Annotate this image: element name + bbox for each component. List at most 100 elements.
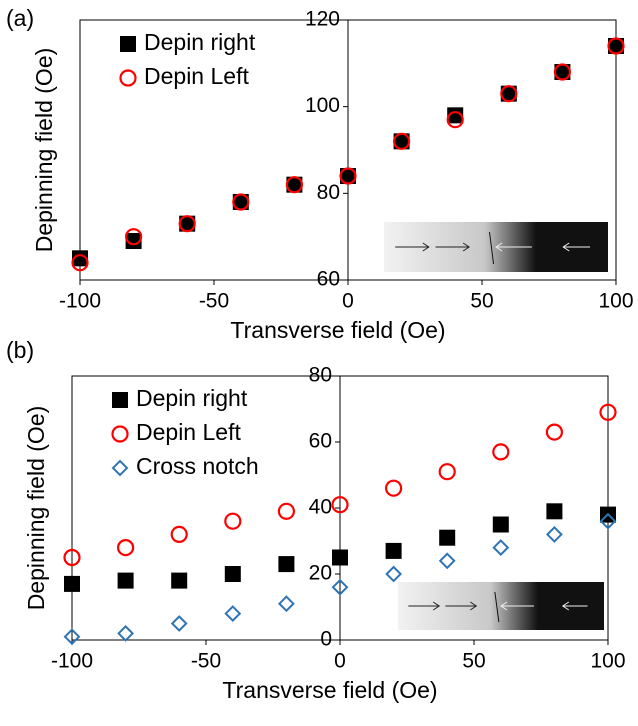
panel-label: (b) xyxy=(6,337,34,363)
panel-label: (a) xyxy=(6,5,34,31)
marker-diamond xyxy=(545,525,563,543)
marker-square xyxy=(492,516,509,533)
x-axis-label: Transverse field (Oe) xyxy=(222,677,437,703)
marker-circle xyxy=(553,63,572,81)
x-tick-label: -100 xyxy=(51,650,93,673)
marker-square xyxy=(125,233,142,249)
legend-label: Depin Left xyxy=(136,419,241,445)
marker-diamond xyxy=(224,605,242,623)
marker-square xyxy=(546,503,563,520)
marker-circle xyxy=(339,167,357,185)
marker-square xyxy=(117,572,134,589)
marker-circle xyxy=(232,193,250,211)
marker-square xyxy=(171,572,188,589)
x-tick-label: 50 xyxy=(470,290,493,313)
marker-circle xyxy=(285,176,303,194)
marker-square xyxy=(439,529,456,546)
inset-arrowhead xyxy=(470,601,478,611)
marker-circle xyxy=(545,423,564,441)
marker-square xyxy=(286,176,303,193)
marker-diamond xyxy=(63,628,81,646)
inset-arrowhead xyxy=(432,601,441,611)
x-tick-label: 100 xyxy=(590,650,625,673)
marker-square xyxy=(393,133,410,150)
marker-circle xyxy=(71,254,89,272)
marker-circle xyxy=(111,425,129,443)
marker-square xyxy=(385,542,402,559)
y-tick-label: 80 xyxy=(309,364,332,387)
marker-square xyxy=(72,250,88,267)
marker-circle xyxy=(385,479,403,497)
marker-circle xyxy=(178,215,196,233)
x-tick-label: 100 xyxy=(598,290,633,313)
x-tick-label: -50 xyxy=(191,650,221,673)
inset-arrow xyxy=(489,231,495,265)
y-tick-label: 20 xyxy=(309,562,332,585)
inset-arrow xyxy=(494,591,500,623)
y-axis-label: Depinning field (Oe) xyxy=(31,48,57,253)
x-tick-label: -50 xyxy=(199,290,229,313)
y-tick-label: 120 xyxy=(305,8,340,31)
marker-diamond xyxy=(385,565,403,583)
marker-circle xyxy=(63,548,81,567)
marker-square xyxy=(332,549,348,566)
legend-label: Depin right xyxy=(144,29,256,55)
y-tick-label: 0 xyxy=(320,628,332,651)
y-tick-label: 40 xyxy=(309,496,332,519)
x-tick-label: 0 xyxy=(334,650,346,673)
legend-label: Cross notch xyxy=(136,453,259,479)
legend-label: Depin right xyxy=(136,385,248,411)
marker-square xyxy=(278,556,295,573)
marker-square xyxy=(120,36,136,52)
marker-diamond xyxy=(277,595,295,613)
y-tick-label: 60 xyxy=(317,268,340,291)
marker-circle xyxy=(331,496,349,514)
marker-diamond xyxy=(111,459,129,477)
marker-square xyxy=(554,64,571,80)
marker-circle xyxy=(119,69,137,87)
marker-circle xyxy=(224,512,242,530)
x-tick-label: 0 xyxy=(342,290,354,313)
marker-circle xyxy=(393,132,411,150)
y-axis-label: Depinning field (Oe) xyxy=(23,406,49,611)
marker-circle xyxy=(277,502,295,520)
marker-circle xyxy=(170,525,188,544)
marker-square xyxy=(500,85,517,102)
marker-square xyxy=(447,107,464,124)
marker-circle xyxy=(125,228,143,246)
marker-diamond xyxy=(170,615,188,632)
marker-square xyxy=(224,566,241,582)
legend-label: Depin Left xyxy=(144,63,249,89)
marker-square xyxy=(340,168,356,184)
marker-diamond xyxy=(599,512,617,530)
marker-square xyxy=(179,215,196,232)
inset-arrowhead xyxy=(562,242,570,252)
marker-circle xyxy=(446,111,464,129)
marker-diamond xyxy=(438,552,456,570)
marker-circle xyxy=(607,37,625,55)
marker-circle xyxy=(500,85,518,103)
marker-circle xyxy=(492,443,510,461)
y-tick-label: 100 xyxy=(305,94,340,117)
x-axis-label: Transverse field (Oe) xyxy=(230,317,445,343)
marker-square xyxy=(112,392,128,408)
y-tick-label: 60 xyxy=(309,430,332,453)
inset-arrowhead xyxy=(500,601,508,611)
marker-diamond xyxy=(331,578,349,596)
inset-arrowhead xyxy=(561,601,570,611)
x-tick-label: -100 xyxy=(59,290,101,313)
marker-diamond xyxy=(117,624,135,642)
marker-diamond xyxy=(492,539,510,557)
inset-arrowhead xyxy=(462,242,471,252)
marker-square xyxy=(64,575,80,592)
marker-square xyxy=(608,38,624,54)
x-tick-label: 50 xyxy=(462,650,485,673)
inset-arrowhead xyxy=(495,242,503,252)
y-tick-label: 80 xyxy=(317,181,340,204)
marker-circle xyxy=(116,538,135,557)
marker-circle xyxy=(599,403,617,421)
marker-circle xyxy=(438,463,456,481)
inset-arrowhead xyxy=(422,242,430,252)
marker-square xyxy=(232,194,249,210)
